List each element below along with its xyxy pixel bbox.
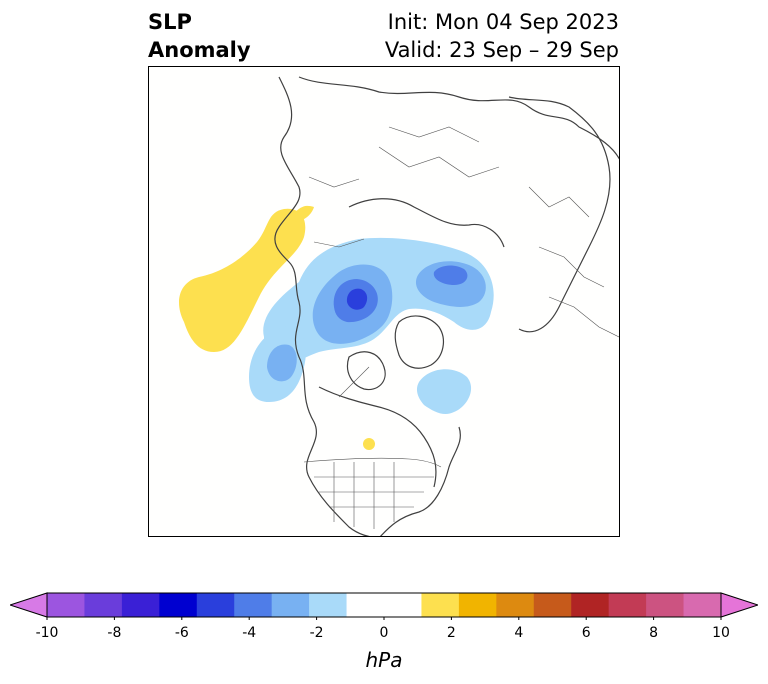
colorbar-cell xyxy=(234,593,273,617)
colorbar-cell xyxy=(496,593,535,617)
colorbar-tick-label: 0 xyxy=(379,625,389,641)
positive-anomaly-pacific xyxy=(179,208,306,352)
colorbar-cell xyxy=(84,593,123,617)
map-panel xyxy=(148,66,620,537)
colorbar-cell xyxy=(309,593,348,617)
colorbar-cell xyxy=(608,593,647,617)
colorbar-cell xyxy=(384,593,422,617)
colorbar-cell xyxy=(683,593,722,617)
colorbar-cell xyxy=(196,593,235,617)
colorbar-tick-label: -10 xyxy=(35,625,59,641)
coastlines xyxy=(274,76,619,536)
colorbar-extend-max xyxy=(720,592,758,618)
colorbar-tick-label: -8 xyxy=(107,625,122,641)
colorbar-units: hPa xyxy=(365,648,403,672)
political-borders xyxy=(303,126,619,529)
negative-anomaly-atlantic-outer xyxy=(416,369,472,415)
colorbar-tick-label: -6 xyxy=(174,625,189,641)
forecast-dates: Init: Mon 04 Sep 2023 Valid: 23 Sep – 29… xyxy=(385,8,619,64)
colorbar-cell xyxy=(571,593,610,617)
colorbar-cell xyxy=(159,593,198,617)
title-line-1: SLP xyxy=(148,10,192,34)
colorbar-tick-label: 2 xyxy=(446,625,456,641)
colorbar-cell xyxy=(646,593,685,617)
colorbar xyxy=(10,592,758,620)
colorbar-cell xyxy=(121,593,160,617)
colorbar-tick-label: 6 xyxy=(581,625,591,641)
colorbar-tick-label: 4 xyxy=(514,625,524,641)
colorbar-tick-label: 8 xyxy=(649,625,659,641)
colorbar-tick-label: 10 xyxy=(712,625,730,641)
colorbar-outline xyxy=(46,592,722,618)
negative-anomaly-arctic-center xyxy=(346,288,368,310)
title-line-2: Anomaly xyxy=(148,38,251,62)
negative-anomaly-siberia-core xyxy=(433,265,468,285)
colorbar-cell xyxy=(47,593,85,617)
positive-anomaly-north xyxy=(289,205,314,222)
colorbar-tick-label: -4 xyxy=(242,625,257,641)
slp-anomaly-map xyxy=(149,67,619,536)
colorbar-cell xyxy=(458,593,497,617)
valid-range: Valid: 23 Sep – 29 Sep xyxy=(384,38,619,62)
negative-anomaly-gulf-mid xyxy=(267,344,297,382)
init-date: Init: Mon 04 Sep 2023 xyxy=(387,10,619,34)
colorbar-cell xyxy=(271,593,310,617)
map-title: SLP Anomaly xyxy=(148,8,251,64)
colorbar-cell xyxy=(346,593,385,617)
colorbar-cell xyxy=(533,593,572,617)
colorbar-tick-label: -2 xyxy=(309,625,324,641)
positive-anomaly-great-plains xyxy=(363,438,375,450)
colorbar-cell xyxy=(421,593,460,617)
colorbar-extend-min xyxy=(10,592,48,618)
